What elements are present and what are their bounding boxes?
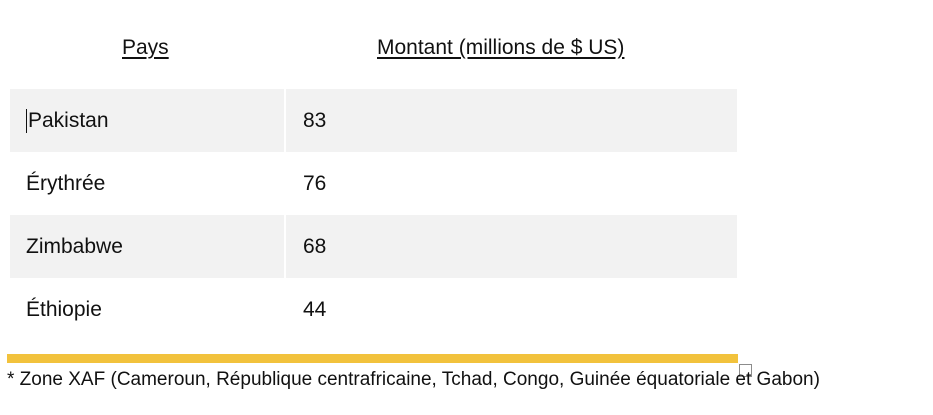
country-name: Pakistan [28,108,109,132]
resize-handle[interactable] [739,364,752,377]
country-name: Zimbabwe [26,234,123,258]
country-cell[interactable]: Pakistan [10,89,284,152]
country-cell[interactable]: Éthiopie [10,278,284,341]
amount-column-header: Montant (millions de $ US) [377,36,625,59]
amount-cell[interactable]: 76 [303,171,327,195]
table-row: Érythrée 76 [10,152,737,215]
footnote: * Zone XAF (Cameroun, République centraf… [7,369,820,390]
table-row: Pakistan 83 [10,89,737,152]
country-cell[interactable]: Zimbabwe [10,215,284,278]
text-cursor [26,108,27,133]
amount-cell[interactable]: 83 [286,89,737,152]
data-table: Pakistan 83 Érythrée 76 Zimbabwe 68 Éthi… [10,89,737,341]
amount-cell[interactable]: 68 [286,215,737,278]
accent-rule [7,354,738,363]
table-row: Éthiopie 44 [10,278,737,341]
amount-cell[interactable]: 44 [303,297,327,321]
country-cell[interactable]: Érythrée [10,152,284,215]
country-name: Érythrée [26,171,106,195]
country-column-header: Pays [122,36,169,59]
country-name: Éthiopie [26,297,102,321]
table-row: Zimbabwe 68 [10,215,737,278]
